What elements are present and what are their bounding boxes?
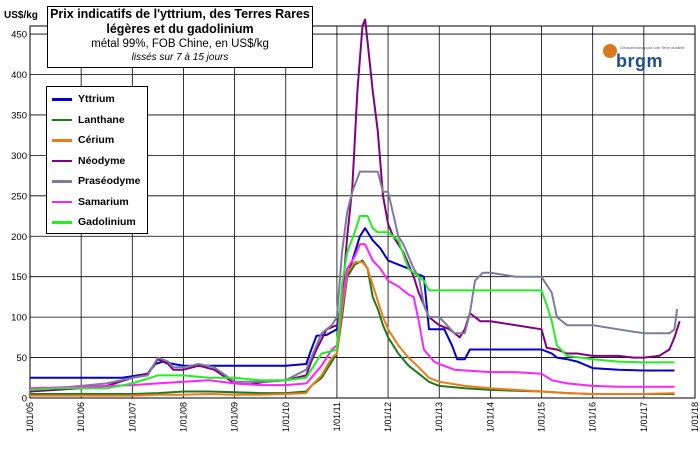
brgm-wordmark: brgm: [616, 51, 663, 71]
series-line-2: [30, 261, 675, 397]
x-tick-label: 1/01/10: [281, 402, 291, 432]
x-tick-label: 1/01/16: [588, 402, 598, 432]
legend-item: Lanthane: [47, 110, 147, 131]
y-tick-label: 50: [16, 353, 27, 364]
x-tick-label: 1/01/12: [383, 402, 393, 432]
y-tick-label: 200: [11, 232, 27, 243]
legend-swatch: [52, 118, 72, 121]
x-tick-label: 1/01/15: [537, 402, 547, 432]
brgm-tagline: Géosciences pour une Terre durable: [620, 45, 685, 50]
legend-swatch: [52, 139, 72, 142]
x-tick-label: 1/01/17: [639, 402, 649, 432]
y-axis-label: US$/kg: [4, 10, 38, 21]
y-tick-label: 300: [11, 151, 27, 162]
legend-swatch: [52, 98, 72, 101]
series-line-5: [29, 243, 675, 390]
legend-item: Samarium: [47, 192, 147, 213]
legend-item: Néodyme: [47, 151, 147, 172]
chart-title-box: Prix indicatifs de l'yttrium, des Terres…: [47, 6, 313, 68]
legend-item: Cérium: [47, 130, 147, 151]
y-tick-label: 350: [11, 110, 27, 121]
legend-item: Praséodyme: [47, 171, 147, 192]
x-tick-label: 1/01/18: [690, 402, 700, 432]
y-tick-label: 100: [11, 313, 27, 324]
legend-swatch: [52, 159, 72, 162]
legend-label: Néodyme: [78, 154, 126, 167]
y-tick-label: 450: [11, 30, 27, 41]
x-tick-label: 1/01/07: [127, 402, 137, 432]
chart-subtitle: métal 99%, FOB Chine, en US$/kg: [91, 38, 269, 50]
chart-subtitle-2: lissés sur 7 à 15 jours: [131, 52, 229, 63]
brgm-logo: Géosciences pour une Terre durable brgm: [600, 44, 685, 74]
legend-swatch: [52, 180, 72, 183]
series-line-4: [29, 170, 679, 391]
legend-label: Samarium: [78, 195, 129, 208]
chart-title-line-2: légères et du gadolinium: [106, 22, 254, 36]
chart-title-line-1: Prix indicatifs de l'yttrium, des Terres…: [50, 7, 310, 21]
legend-item: Yttrium: [47, 89, 147, 110]
x-tick-label: 1/01/09: [230, 402, 240, 432]
y-tick-label: 150: [11, 272, 27, 283]
x-tick-label: 1/01/05: [25, 402, 35, 432]
y-tick-label: 0: [22, 394, 27, 405]
x-tick-label: 1/01/11: [332, 402, 342, 431]
legend-label: Yttrium: [78, 93, 115, 106]
x-tick-label: 1/01/13: [434, 402, 444, 432]
legend-swatch: [52, 221, 72, 224]
chart-legend: Yttrium Lanthane Cérium Néodyme Praséodyme Sa…: [46, 86, 148, 234]
legend-swatch: [52, 200, 72, 203]
legend-label: Lanthane: [78, 113, 125, 126]
y-tick-label: 250: [11, 191, 27, 202]
legend-label: Gadolinium: [78, 216, 136, 229]
x-tick-label: 1/01/08: [178, 402, 188, 432]
legend-label: Praséodyme: [78, 175, 141, 188]
x-tick-label: 1/01/06: [76, 402, 86, 432]
series-line-0: [30, 227, 675, 379]
x-tick-label: 1/01/14: [485, 402, 495, 432]
series-line-6: [29, 215, 675, 391]
legend-label: Cérium: [78, 134, 115, 147]
legend-item: Gadolinium: [47, 212, 147, 233]
brgm-logo-icon: [603, 44, 617, 58]
y-tick-label: 400: [11, 70, 27, 81]
